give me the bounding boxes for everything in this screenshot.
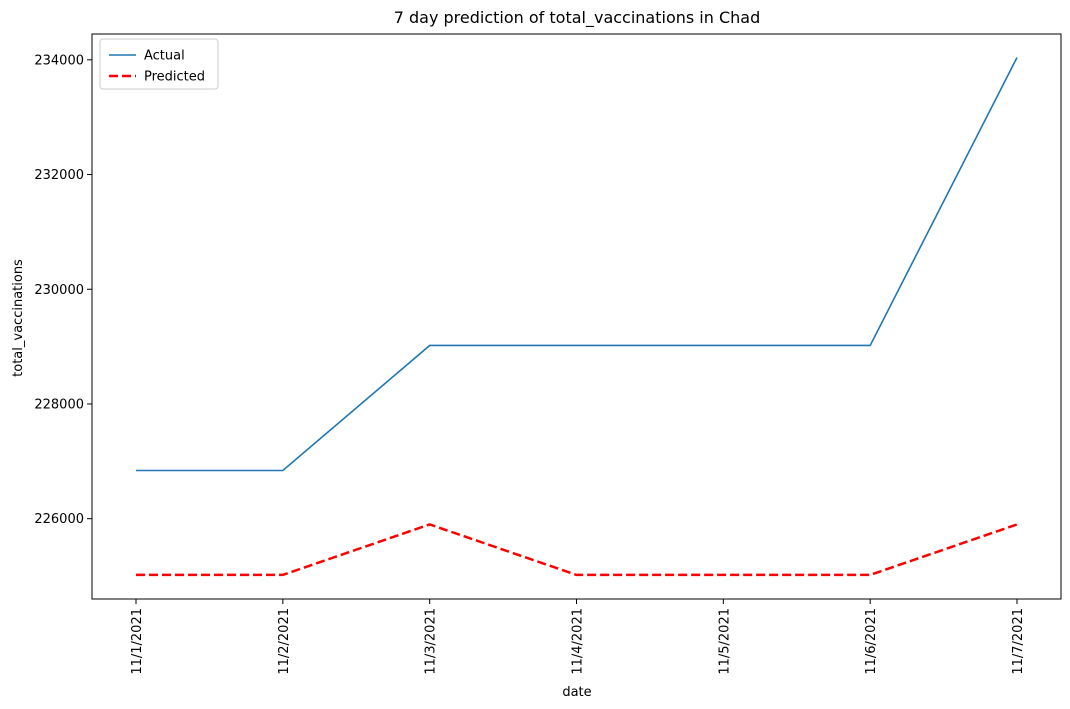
y-axis: 226000 228000 230000 232000 234000 [34, 53, 92, 527]
legend: Actual Predicted [99, 38, 219, 90]
x-tick-label: 11/5/2021 [717, 608, 732, 675]
chart-title: 7 day prediction of total_vaccinations i… [394, 8, 761, 28]
y-tick-label: 228000 [34, 397, 84, 412]
x-tick-label: 11/6/2021 [864, 608, 879, 675]
y-tick-label: 232000 [34, 168, 84, 183]
series-line-actual [136, 57, 1018, 472]
x-axis-label: date [562, 685, 591, 700]
legend-label-predicted: Predicted [144, 70, 205, 85]
x-tick-label: 11/2/2021 [277, 608, 292, 675]
x-tick-label: 11/7/2021 [1011, 608, 1026, 675]
y-tick-label: 230000 [34, 283, 84, 298]
series-line-predicted [136, 523, 1018, 577]
x-tick-label: 11/1/2021 [130, 608, 145, 675]
x-tick-label: 11/3/2021 [424, 608, 439, 675]
x-tick-label: 11/4/2021 [571, 608, 586, 675]
legend-label-actual: Actual [144, 49, 185, 64]
y-tick-label: 226000 [34, 512, 84, 527]
y-tick-label: 234000 [34, 53, 84, 68]
y-axis-label: total_vaccinations [11, 259, 26, 377]
x-axis: 11/1/2021 11/2/2021 11/3/2021 11/4/2021 11/5… [130, 599, 1026, 675]
